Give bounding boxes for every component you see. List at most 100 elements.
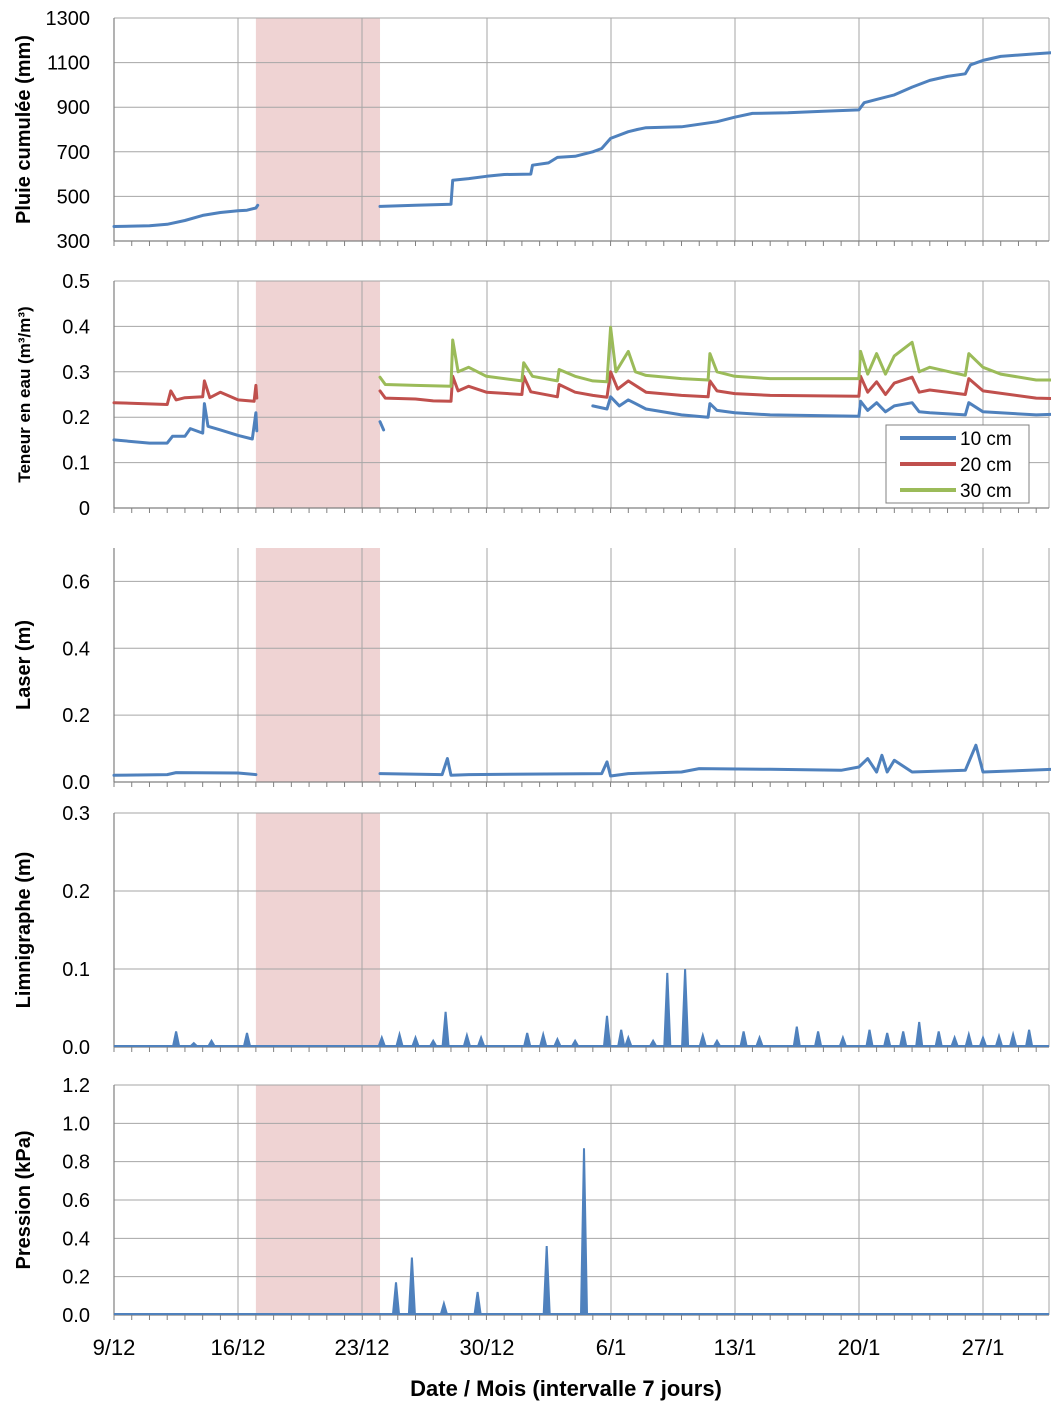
limnigraphe-spike bbox=[950, 1034, 960, 1047]
pression-spike bbox=[579, 1148, 589, 1315]
teneur-y-tick-label: 0.1 bbox=[62, 453, 90, 475]
limnigraphe-spike bbox=[377, 1034, 387, 1047]
limnigraphe-spike bbox=[462, 1031, 472, 1047]
pression-y-tick-label: 0.4 bbox=[62, 1228, 90, 1250]
teneur-y-tick-label: 0.3 bbox=[62, 362, 90, 384]
limnigraphe-spike bbox=[712, 1038, 722, 1047]
pluie-series-0-line bbox=[112, 203, 260, 228]
pression-y-tick-label: 1.2 bbox=[62, 1075, 90, 1097]
limnigraphe-spike bbox=[623, 1034, 633, 1047]
limnigraphe-spike bbox=[934, 1031, 943, 1047]
pluie-y-tick-label: 700 bbox=[57, 142, 90, 164]
limnigraphe-spike bbox=[882, 1032, 892, 1047]
limnigraphe-spike bbox=[570, 1038, 580, 1047]
teneur-y-axis-label: Teneur en eau (m³/m³) bbox=[15, 306, 34, 482]
pression-y-tick-label: 0.8 bbox=[62, 1152, 90, 1174]
limnigraphe-spike bbox=[538, 1030, 548, 1047]
pression-y-tick-label: 0.0 bbox=[62, 1305, 90, 1327]
x-tick-label: 9/12 bbox=[93, 1335, 136, 1360]
limnigraphe-spike bbox=[428, 1038, 438, 1047]
teneur-series-0-line bbox=[112, 402, 259, 445]
limnigraphe-spike bbox=[188, 1041, 200, 1047]
limnigraphe-spike bbox=[552, 1036, 562, 1047]
laser-y-tick-label: 0.2 bbox=[62, 705, 90, 727]
limnigraphe-y-tick-label: 0.1 bbox=[62, 959, 90, 981]
limnigraphe-spike bbox=[755, 1034, 764, 1047]
limnigraphe-spike bbox=[964, 1030, 974, 1047]
limnigraphe-spike bbox=[522, 1032, 532, 1047]
limnigraphe-y-tick-label: 0.3 bbox=[62, 803, 90, 825]
limnigraphe-spike bbox=[1024, 1029, 1034, 1047]
laser-shaded-period bbox=[255, 548, 381, 782]
pression-y-axis-label: Pression (kPa) bbox=[13, 1131, 35, 1270]
limnigraphe-spike bbox=[602, 1015, 612, 1047]
limnigraphe-spike bbox=[476, 1034, 486, 1047]
x-tick-label: 30/12 bbox=[459, 1335, 514, 1360]
teneur-series-2-line bbox=[378, 325, 1051, 388]
limnigraphe-spike bbox=[813, 1031, 823, 1047]
limnigraphe-spike bbox=[171, 1031, 181, 1047]
limnigraphe-spike bbox=[441, 1011, 450, 1047]
teneur-y-tick-label: 0 bbox=[79, 498, 90, 520]
pression-spike bbox=[542, 1245, 551, 1315]
laser-series-0-line bbox=[378, 743, 1051, 778]
pression-y-tick-label: 0.6 bbox=[62, 1190, 90, 1212]
x-tick-label: 6/1 bbox=[596, 1335, 627, 1360]
teneur-series-1-line bbox=[378, 370, 1051, 403]
pression-y-tick-label: 1.0 bbox=[62, 1113, 90, 1135]
limnigraphe-y-axis-label: Limnigraphe (m) bbox=[13, 852, 35, 1009]
limnigraphe-spike bbox=[242, 1032, 252, 1047]
teneur-legend-label: 10 cm bbox=[960, 429, 1012, 450]
teneur-y-tick-label: 0.5 bbox=[62, 271, 90, 293]
limnigraphe-spike bbox=[838, 1034, 848, 1047]
limnigraphe-spike bbox=[978, 1034, 988, 1047]
limnigraphe-y-tick-label: 0.0 bbox=[62, 1037, 90, 1059]
pression-spike bbox=[391, 1282, 401, 1315]
pluie-series-0-line bbox=[378, 51, 1051, 208]
pluie-y-axis-label: Pluie cumulée (mm) bbox=[13, 35, 35, 224]
pluie-y-tick-label: 900 bbox=[57, 97, 90, 119]
limnigraphe-spike bbox=[792, 1026, 801, 1047]
limnigraphe-spike bbox=[411, 1034, 420, 1047]
teneur-series-1-line bbox=[112, 379, 259, 406]
limnigraphe-spike bbox=[994, 1032, 1004, 1047]
pluie-y-tick-label: 1300 bbox=[46, 8, 91, 30]
pluie-y-tick-label: 500 bbox=[57, 186, 90, 208]
pression-spike bbox=[473, 1291, 482, 1315]
x-tick-label: 23/12 bbox=[334, 1335, 389, 1360]
limnigraphe-spike bbox=[663, 972, 672, 1047]
limnigraphe-spike bbox=[648, 1038, 658, 1047]
pression-spike bbox=[407, 1257, 416, 1315]
laser-y-tick-label: 0.0 bbox=[62, 772, 90, 794]
limnigraphe-spike bbox=[395, 1030, 404, 1047]
limnigraphe-spike bbox=[1008, 1030, 1018, 1047]
x-tick-label: 13/1 bbox=[714, 1335, 757, 1360]
shared-x-axis-label: Date / Mois (intervalle 7 jours) bbox=[410, 1376, 722, 1401]
laser-y-tick-label: 0.6 bbox=[62, 571, 90, 593]
limnigraphe-shaded-period bbox=[255, 813, 381, 1047]
x-tick-label: 20/1 bbox=[838, 1335, 881, 1360]
limnigraphe-spike bbox=[616, 1029, 626, 1047]
teneur-series-0-line bbox=[378, 420, 386, 432]
x-tick-label: 27/1 bbox=[962, 1335, 1005, 1360]
limnigraphe-spike bbox=[698, 1031, 708, 1047]
limnigraphe-spike bbox=[865, 1029, 874, 1047]
pression-spike bbox=[439, 1299, 449, 1315]
pluie-shaded-period bbox=[255, 18, 381, 241]
laser-y-axis-label: Laser (m) bbox=[13, 620, 35, 710]
limnigraphe-y-tick-label: 0.2 bbox=[62, 881, 90, 903]
teneur-series-0-line bbox=[591, 395, 1051, 419]
laser-y-tick-label: 0.4 bbox=[62, 638, 90, 660]
pluie-y-tick-label: 1100 bbox=[47, 53, 90, 75]
limnigraphe-spike bbox=[915, 1021, 924, 1047]
limnigraphe-spike bbox=[681, 968, 690, 1047]
teneur-legend-label: 20 cm bbox=[960, 455, 1012, 476]
pression-y-tick-label: 0.2 bbox=[62, 1267, 90, 1289]
teneur-y-tick-label: 0.4 bbox=[62, 316, 90, 338]
teneur-legend-label: 30 cm bbox=[960, 481, 1012, 502]
laser-series-0-line bbox=[112, 771, 258, 777]
teneur-shaded-period bbox=[255, 281, 381, 508]
pluie-y-tick-label: 300 bbox=[57, 231, 90, 253]
